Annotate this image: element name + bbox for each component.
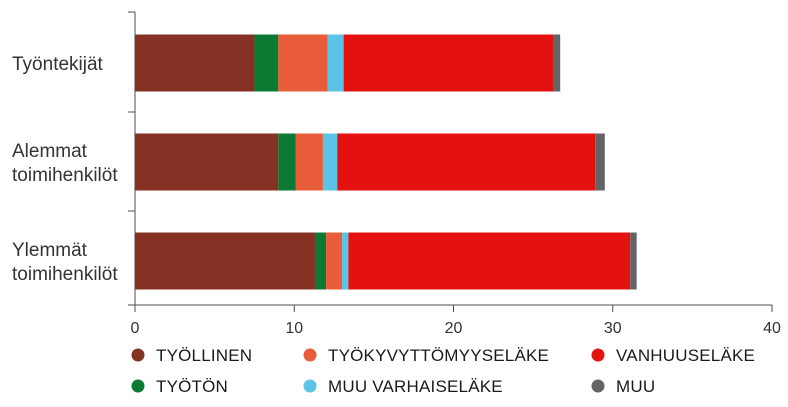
- legend-marker: [303, 348, 317, 362]
- bar-segment-muu-varhaisel-ke: [322, 133, 338, 191]
- legend-marker: [303, 379, 317, 393]
- bar-segment-vanhuusel-ke: [348, 232, 631, 290]
- legend-label: TYÖTÖN: [156, 377, 228, 396]
- legend-label: VANHUUSELÄKE: [616, 346, 755, 365]
- category-label: toimihenkilöt: [12, 264, 118, 285]
- bar-segment-muu: [595, 133, 605, 191]
- category-label: Työntekijät: [12, 54, 104, 75]
- legend-label: TYÖLLINEN: [156, 346, 252, 365]
- legend-marker: [131, 379, 145, 393]
- x-tick-label: 10: [285, 320, 303, 337]
- bar-segment-ty-kyvytt-myysel-ke: [278, 34, 328, 92]
- legend-label: MUU VARHAISELÄKE: [328, 377, 503, 396]
- bar-segment-ty-t-n: [314, 232, 327, 290]
- bar-segment-ty-llinen: [135, 34, 255, 92]
- bar-segment-vanhuusel-ke: [343, 34, 554, 92]
- bar-segment-ty-kyvytt-myysel-ke: [295, 133, 323, 191]
- bar-segment-muu-varhaisel-ke: [327, 34, 344, 92]
- bar-segment-muu: [630, 232, 637, 290]
- bar-segment-muu-varhaisel-ke: [342, 232, 349, 290]
- legend-marker: [131, 348, 145, 362]
- legend-marker: [591, 379, 605, 393]
- legend-label: MUU: [616, 377, 655, 396]
- x-tick-label: 30: [604, 320, 622, 337]
- x-tick-label: 20: [445, 320, 463, 337]
- bar-segment-ty-t-n: [254, 34, 279, 92]
- bar-segment-ty-t-n: [278, 133, 296, 191]
- x-tick-label: 0: [131, 320, 140, 337]
- x-tick-label: 40: [763, 320, 781, 337]
- bar-segment-vanhuusel-ke: [337, 133, 596, 191]
- bar-segment-ty-llinen: [135, 232, 315, 290]
- bar-segment-muu: [553, 34, 561, 92]
- legend-label: TYÖKYVYTTÖMYYSELÄKE: [328, 346, 549, 365]
- category-label: Ylemmät: [12, 240, 88, 261]
- category-label: toimihenkilöt: [12, 165, 118, 186]
- legend-marker: [591, 348, 605, 362]
- category-label: Alemmat: [12, 141, 88, 162]
- bar-segment-ty-kyvytt-myysel-ke: [326, 232, 343, 290]
- bar-segment-ty-llinen: [135, 133, 279, 191]
